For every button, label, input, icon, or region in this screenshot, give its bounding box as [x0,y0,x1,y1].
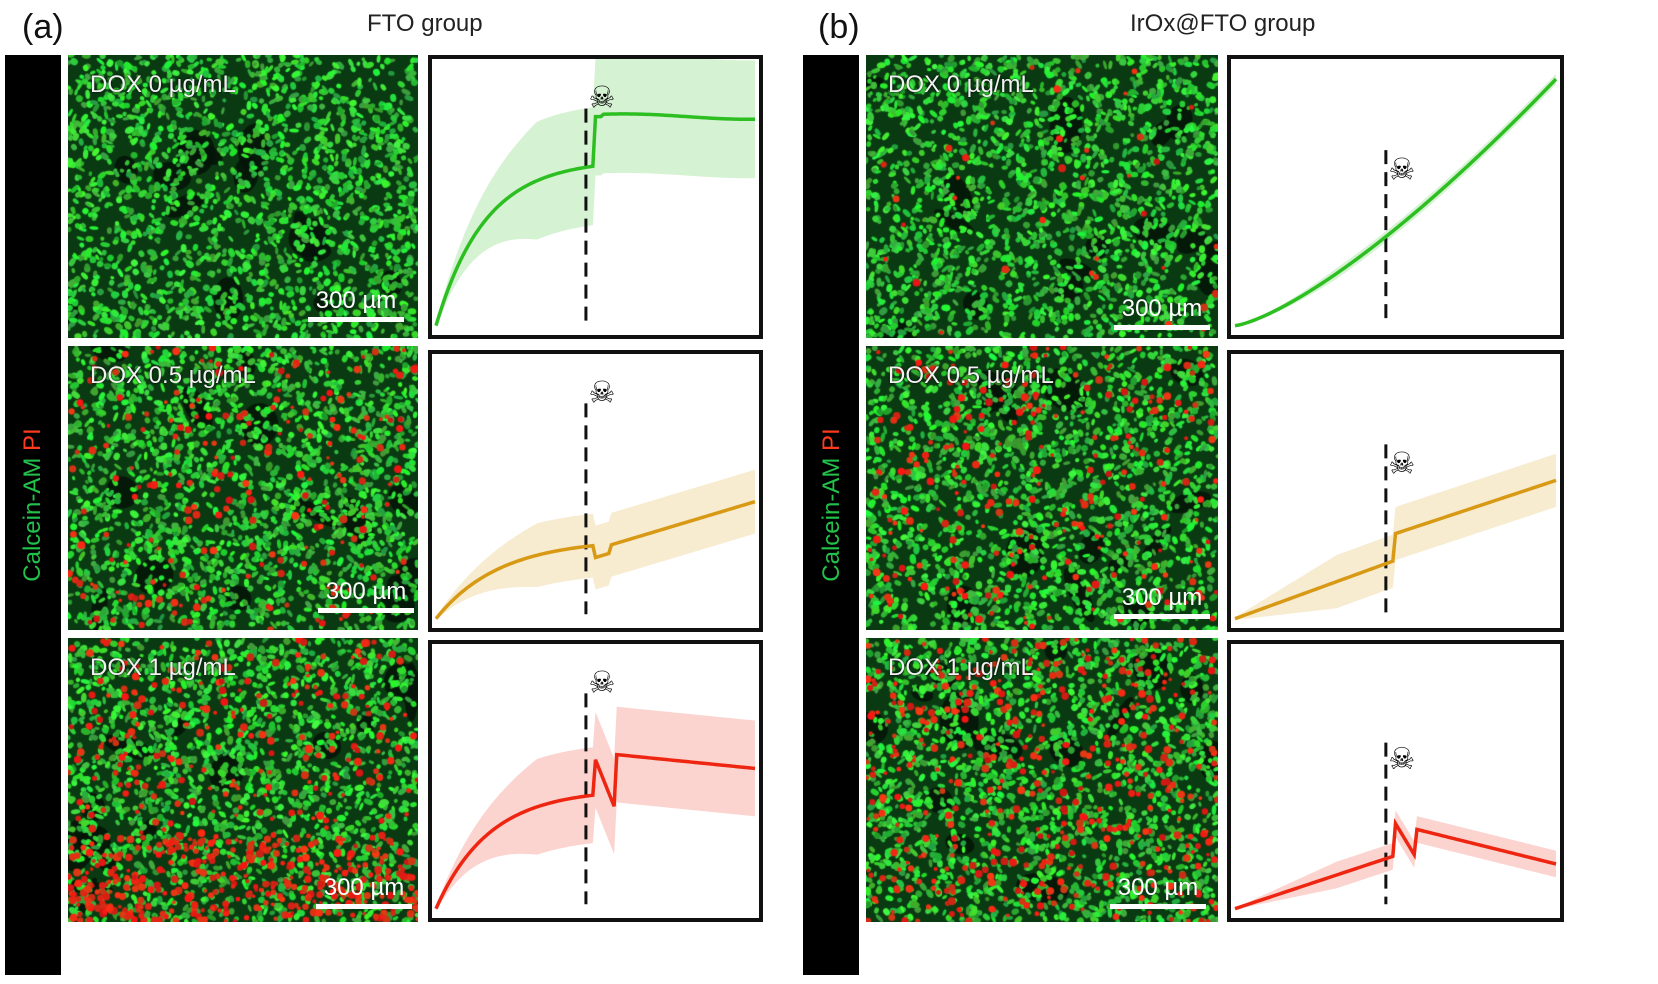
scale-label: 300 µm [1117,874,1199,901]
panel-letter-b: (b) [818,8,860,46]
cell-image [866,346,1218,630]
cell-image [68,346,418,630]
calcein-label: Calcein-AM [19,457,46,582]
scale-bar: 300 µm [1110,874,1206,909]
scale-bar: 300 µm [318,578,414,613]
skull-crossbones-icon: ☠ [1388,152,1415,187]
microscopy-image: DOX 0 µg/mL 300 µm [68,55,418,338]
viability-plot: ☠ [1227,55,1564,339]
mean-curve [434,499,756,620]
mean-curve [434,752,756,910]
cell-image [866,638,1218,922]
scale-label: 300 µm [325,578,407,605]
viability-plot: ☠ [428,350,763,632]
mean-curve [1234,478,1557,621]
stain-label-bar-b [803,55,859,975]
panel-letter-a: (a) [22,8,64,46]
skull-crossbones-icon: ☠ [588,375,615,410]
cell-image [68,638,418,922]
scale-label: 300 µm [315,287,397,314]
dox-label: DOX 0.5 µg/mL [90,362,256,389]
dox-label: DOX 0 µg/mL [90,71,236,98]
scale-label: 300 µm [1121,584,1203,611]
mean-curve [1234,77,1558,328]
error-band [1235,73,1556,326]
viability-plot: ☠ [1227,640,1564,922]
calcein-label: Calcein-AM [818,457,845,582]
cell-image [68,55,418,338]
mean-curve [434,112,756,327]
dox-label: DOX 1 µg/mL [90,654,236,681]
microscopy-image: DOX 1 µg/mL 300 µm [866,638,1218,922]
scale-bar: 300 µm [1114,584,1210,619]
stain-label-bar-a [5,55,61,975]
scale-label: 300 µm [323,874,405,901]
dox-label: DOX 0 µg/mL [888,71,1034,98]
microscopy-image: DOX 0.5 µg/mL 300 µm [866,346,1218,630]
scale-bar: 300 µm [1114,295,1210,330]
microscopy-image: DOX 1 µg/mL 300 µm [68,638,418,922]
error-band [436,469,755,621]
microscopy-image: DOX 0.5 µg/mL 300 µm [68,346,418,630]
scale-bar: 300 µm [316,874,412,909]
skull-crossbones-icon: ☠ [1388,447,1415,482]
mean-curve [1234,818,1557,911]
skull-crossbones-icon: ☠ [1388,742,1415,777]
stain-label-b: Calcein-AM PI [812,205,852,805]
scale-bar: 300 µm [308,287,404,322]
panel-title-b: IrOx@FTO group [1130,10,1316,37]
pi-label: PI [818,428,845,451]
viability-plot: ☠ [428,55,763,339]
stain-label-a: Calcein-AM PI [13,205,53,805]
viability-plot: ☠ [428,640,763,922]
panel-title-a: FTO group [367,10,483,37]
skull-crossbones-icon: ☠ [588,81,615,116]
error-band [1235,810,1556,910]
pi-label: PI [19,428,46,451]
viability-plot: ☠ [1227,350,1564,632]
error-band [436,706,755,912]
error-band [436,59,755,329]
skull-crossbones-icon: ☠ [588,665,615,700]
microscopy-image: DOX 0 µg/mL 300 µm [866,55,1218,338]
scale-label: 300 µm [1121,295,1203,322]
cell-image [866,55,1218,338]
dox-label: DOX 1 µg/mL [888,654,1034,681]
dox-label: DOX 0.5 µg/mL [888,362,1054,389]
